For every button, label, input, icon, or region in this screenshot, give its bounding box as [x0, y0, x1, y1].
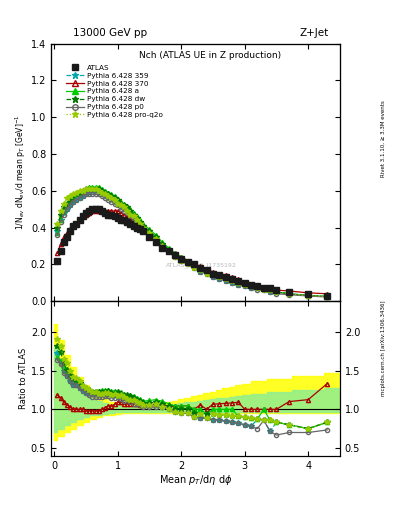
Text: 13000 GeV pp: 13000 GeV pp [73, 28, 147, 38]
Legend: ATLAS, Pythia 6.428 359, Pythia 6.428 370, Pythia 6.428 a, Pythia 6.428 dw, Pyth: ATLAS, Pythia 6.428 359, Pythia 6.428 37… [63, 62, 165, 120]
Text: Z+Jet: Z+Jet [300, 28, 329, 38]
Text: Nch (ATLAS UE in Z production): Nch (ATLAS UE in Z production) [139, 51, 281, 60]
X-axis label: Mean $p_{T}$/d$\eta$ d$\phi$: Mean $p_{T}$/d$\eta$ d$\phi$ [159, 473, 232, 487]
Text: ATLAS_2019_I1735192: ATLAS_2019_I1735192 [166, 262, 237, 268]
Y-axis label: 1/N$_{ev}$ dN$_{ev}$/d mean p$_{T}$ [GeV]$^{-1}$: 1/N$_{ev}$ dN$_{ev}$/d mean p$_{T}$ [GeV… [14, 115, 28, 230]
Text: mcplots.cern.ch [arXiv:1306.3436]: mcplots.cern.ch [arXiv:1306.3436] [381, 301, 386, 396]
Text: Rivet 3.1.10, ≥ 3.3M events: Rivet 3.1.10, ≥ 3.3M events [381, 100, 386, 177]
Y-axis label: Ratio to ATLAS: Ratio to ATLAS [19, 348, 28, 409]
